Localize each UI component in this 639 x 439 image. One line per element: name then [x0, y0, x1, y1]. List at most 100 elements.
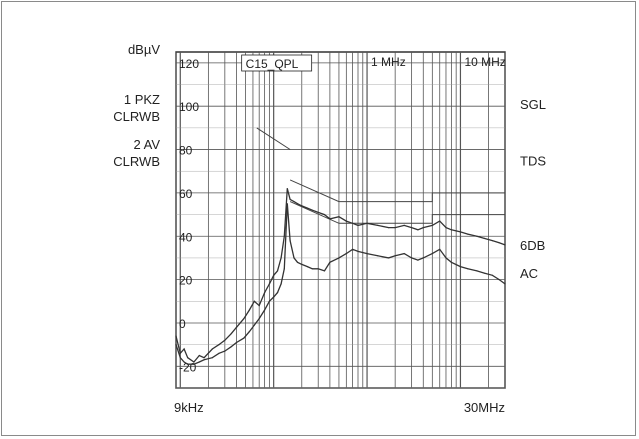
series-point-1: [183, 348, 185, 350]
y-tick-label: 0: [179, 317, 186, 331]
series-point-2: [273, 296, 275, 298]
series-point-1: [329, 218, 331, 220]
limit-line: [289, 201, 505, 224]
series-point-1: [504, 244, 506, 246]
series-point-1: [377, 224, 379, 226]
series-point-2: [311, 268, 313, 270]
series-point-1: [459, 231, 461, 233]
series-point-2: [439, 248, 441, 250]
series-point-2: [230, 346, 232, 348]
series-point-2: [283, 268, 285, 270]
series-point-1: [203, 357, 205, 359]
series-point-2: [329, 261, 331, 263]
series-point-2: [253, 324, 255, 326]
series-point-1: [273, 274, 275, 276]
right-label: 6DB: [520, 238, 545, 253]
series-point-2: [323, 270, 326, 272]
annotation-box: [241, 54, 313, 72]
series-point-2: [289, 240, 291, 242]
series-point-1: [283, 235, 285, 237]
y-tick-label: 40: [179, 230, 193, 244]
series-point-2: [293, 257, 295, 259]
series-point-1: [417, 229, 419, 231]
series-point-2: [264, 309, 266, 311]
series-point-2: [301, 263, 303, 265]
series-point-2: [366, 253, 368, 255]
series-point-2: [498, 279, 500, 281]
right-label: SGL: [520, 97, 546, 112]
series-point-2: [198, 361, 200, 363]
series-point-2: [338, 257, 340, 259]
series-point-2: [218, 352, 220, 354]
series-point-1: [193, 361, 195, 363]
series-point-2: [175, 344, 177, 346]
plot-area: [175, 51, 506, 389]
x-decade-label: 10 MHz: [464, 55, 505, 69]
series-point-2: [258, 318, 260, 320]
series-point-1: [483, 237, 485, 239]
series-point-1: [431, 224, 433, 226]
x-end-label: 30MHz: [464, 400, 505, 415]
series-point-1: [422, 227, 424, 229]
series-point-1: [338, 216, 340, 218]
series-point-2: [352, 248, 354, 250]
series-point-1: [224, 339, 226, 341]
series-point-2: [268, 300, 270, 302]
y-tick-label: 20: [179, 274, 193, 288]
series-point-2: [243, 337, 245, 339]
series-point-1: [439, 220, 441, 222]
limit-line: [289, 179, 505, 203]
series-point-1: [293, 201, 295, 203]
series-point-1: [235, 326, 238, 328]
left-trace-label: 1 PKZ: [124, 92, 160, 107]
series-point-1: [476, 235, 478, 237]
series-point-1: [276, 270, 279, 272]
y-unit-label: dBµV: [128, 42, 160, 57]
series-point-2: [235, 341, 238, 344]
series-point-2: [211, 357, 213, 359]
series-point-2: [203, 359, 205, 361]
series-point-1: [306, 207, 308, 209]
series-point-2: [183, 361, 185, 363]
series-point-2: [504, 283, 506, 285]
series-point-1: [198, 354, 200, 357]
series-point-2: [345, 253, 347, 255]
series-point-2: [357, 250, 359, 252]
series-point-2: [483, 272, 485, 274]
series-point-2: [317, 268, 319, 270]
right-label: TDS: [520, 153, 546, 168]
series-point-1: [445, 227, 447, 229]
series-point-1: [491, 240, 493, 242]
right-label: AC: [520, 266, 538, 281]
series-point-1: [403, 224, 405, 226]
series-point-1: [352, 222, 354, 224]
series-point-2: [179, 357, 181, 359]
series-point-2: [224, 350, 226, 352]
series-point-1: [286, 188, 288, 190]
y-tick-label: 100: [179, 100, 199, 114]
series-point-1: [366, 222, 368, 224]
series-point-2: [187, 363, 189, 365]
series-point-1: [394, 227, 396, 229]
series-point-2: [459, 266, 461, 268]
series-point-1: [345, 220, 347, 222]
series-point-2: [388, 257, 390, 259]
series-point-1: [289, 198, 291, 200]
series-point-2: [491, 274, 493, 276]
series-point-2: [306, 266, 308, 268]
series-point-1: [411, 227, 413, 229]
series-point-2: [417, 259, 419, 261]
series-point-1: [296, 203, 299, 205]
series-point-1: [211, 348, 213, 350]
series-point-1: [498, 242, 500, 244]
series-point-2: [403, 253, 405, 255]
series-point-1: [311, 209, 313, 211]
y-tick-label: 120: [179, 57, 199, 71]
series-point-1: [187, 357, 189, 359]
series-point-1: [264, 292, 266, 294]
series-point-1: [388, 227, 390, 229]
series-point-2: [276, 292, 279, 294]
annotation-label: C15_QPL: [246, 57, 299, 71]
series-point-1: [175, 335, 177, 337]
